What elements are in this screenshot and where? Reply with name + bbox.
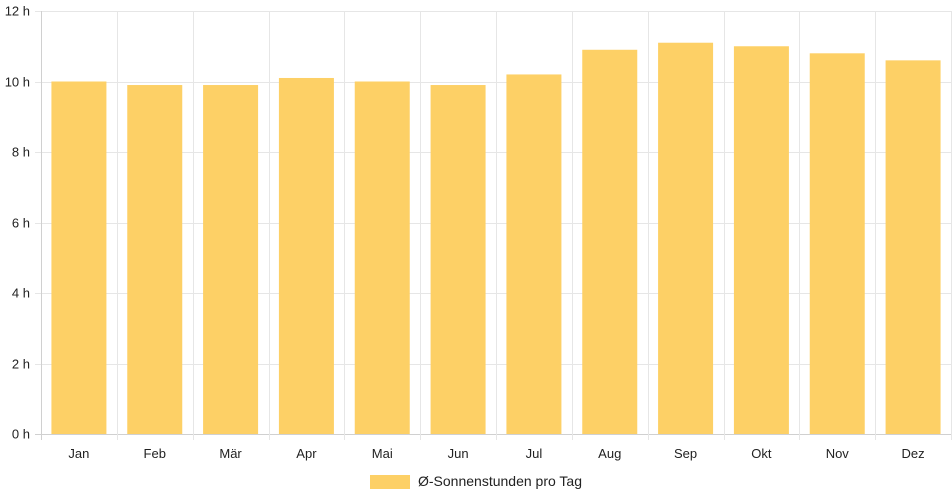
legend[interactable]: Ø-Sonnenstunden pro Tag [370,473,582,489]
x-tick-label: Jun [448,446,469,461]
axis-layer: 0 h 2 h 4 h 6 h 8 h 10 h 12 h Jan Feb Mär Apr Mai Ju… [5,4,925,462]
x-tick-label: Dez [902,446,925,461]
x-tick-label: Feb [144,446,166,461]
bar-apr[interactable] [278,77,334,434]
x-tick-label: Mai [372,446,393,461]
bar-jul[interactable] [506,74,562,434]
x-tick-label: Nov [826,446,850,461]
bar-aug[interactable] [582,49,638,435]
legend-swatch [370,475,411,489]
x-tick-label: Mär [219,446,242,461]
y-tick-label: 4 h [12,286,30,301]
bar-okt[interactable] [733,46,789,434]
y-tick-label: 10 h [5,75,30,90]
bar-mär[interactable] [203,85,259,435]
x-tick-label: Sep [674,446,697,461]
legend-label: Ø-Sonnenstunden pro Tag [418,473,582,489]
bar-dez[interactable] [885,60,941,434]
bar-mai[interactable] [354,81,410,435]
bar-jun[interactable] [430,85,486,435]
x-tick-label: Apr [296,446,317,461]
y-tick-label: 0 h [12,427,30,442]
y-tick-label: 6 h [12,216,30,231]
y-tick-label: 8 h [12,145,30,160]
bar-nov[interactable] [809,53,865,435]
bar-sep[interactable] [658,42,714,434]
bar-layer [51,42,941,435]
x-tick-label: Jan [68,446,89,461]
bar-jan[interactable] [51,81,107,435]
y-tick-label: 2 h [12,357,30,372]
grid-layer [35,11,952,440]
x-tick-label: Jul [526,446,543,461]
x-tick-label: Okt [751,446,772,461]
y-tick-label: 12 h [5,4,30,19]
x-tick-label: Aug [598,446,621,461]
bar-feb[interactable] [127,85,183,435]
